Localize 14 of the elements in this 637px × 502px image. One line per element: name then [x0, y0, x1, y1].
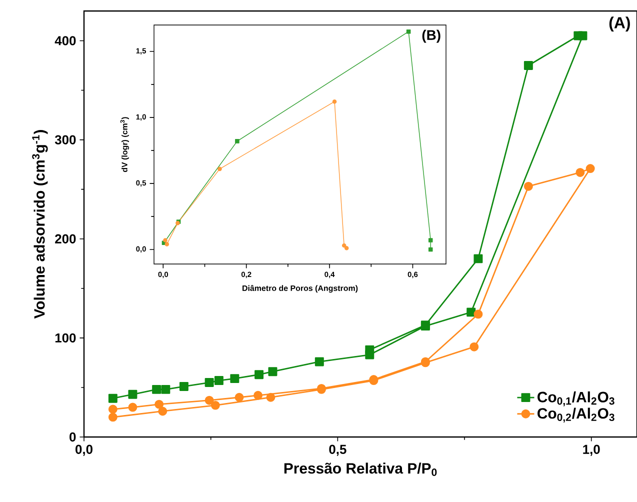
- x-tick-label: 0,5: [329, 444, 346, 456]
- y-tick-label: 0: [70, 432, 76, 442]
- annotation: (B): [422, 30, 440, 43]
- y-axis-title: Volume adsorvido (cm$^{3}$g$^{-1}$): [32, 130, 48, 319]
- y-tick-label: 200: [55, 234, 76, 244]
- y-tick-label: 300: [54, 135, 76, 144]
- legend-label: Co$_{0,2}$/Al$_{2}$O$_{3}$: [538, 408, 614, 423]
- x-tick-label: 0,0: [76, 444, 92, 456]
- legend-label: Co$_{0,1}$/Al$_{2}$O$_{3}$: [538, 391, 614, 406]
- annotation: (A): [609, 16, 630, 32]
- y-tick-label: 400: [54, 36, 76, 46]
- x-tick-label: 1,0: [583, 444, 600, 456]
- x-axis-title: Pressão Relativa P/P$_{0}$: [284, 462, 437, 476]
- y-tick-label: 100: [55, 333, 76, 343]
